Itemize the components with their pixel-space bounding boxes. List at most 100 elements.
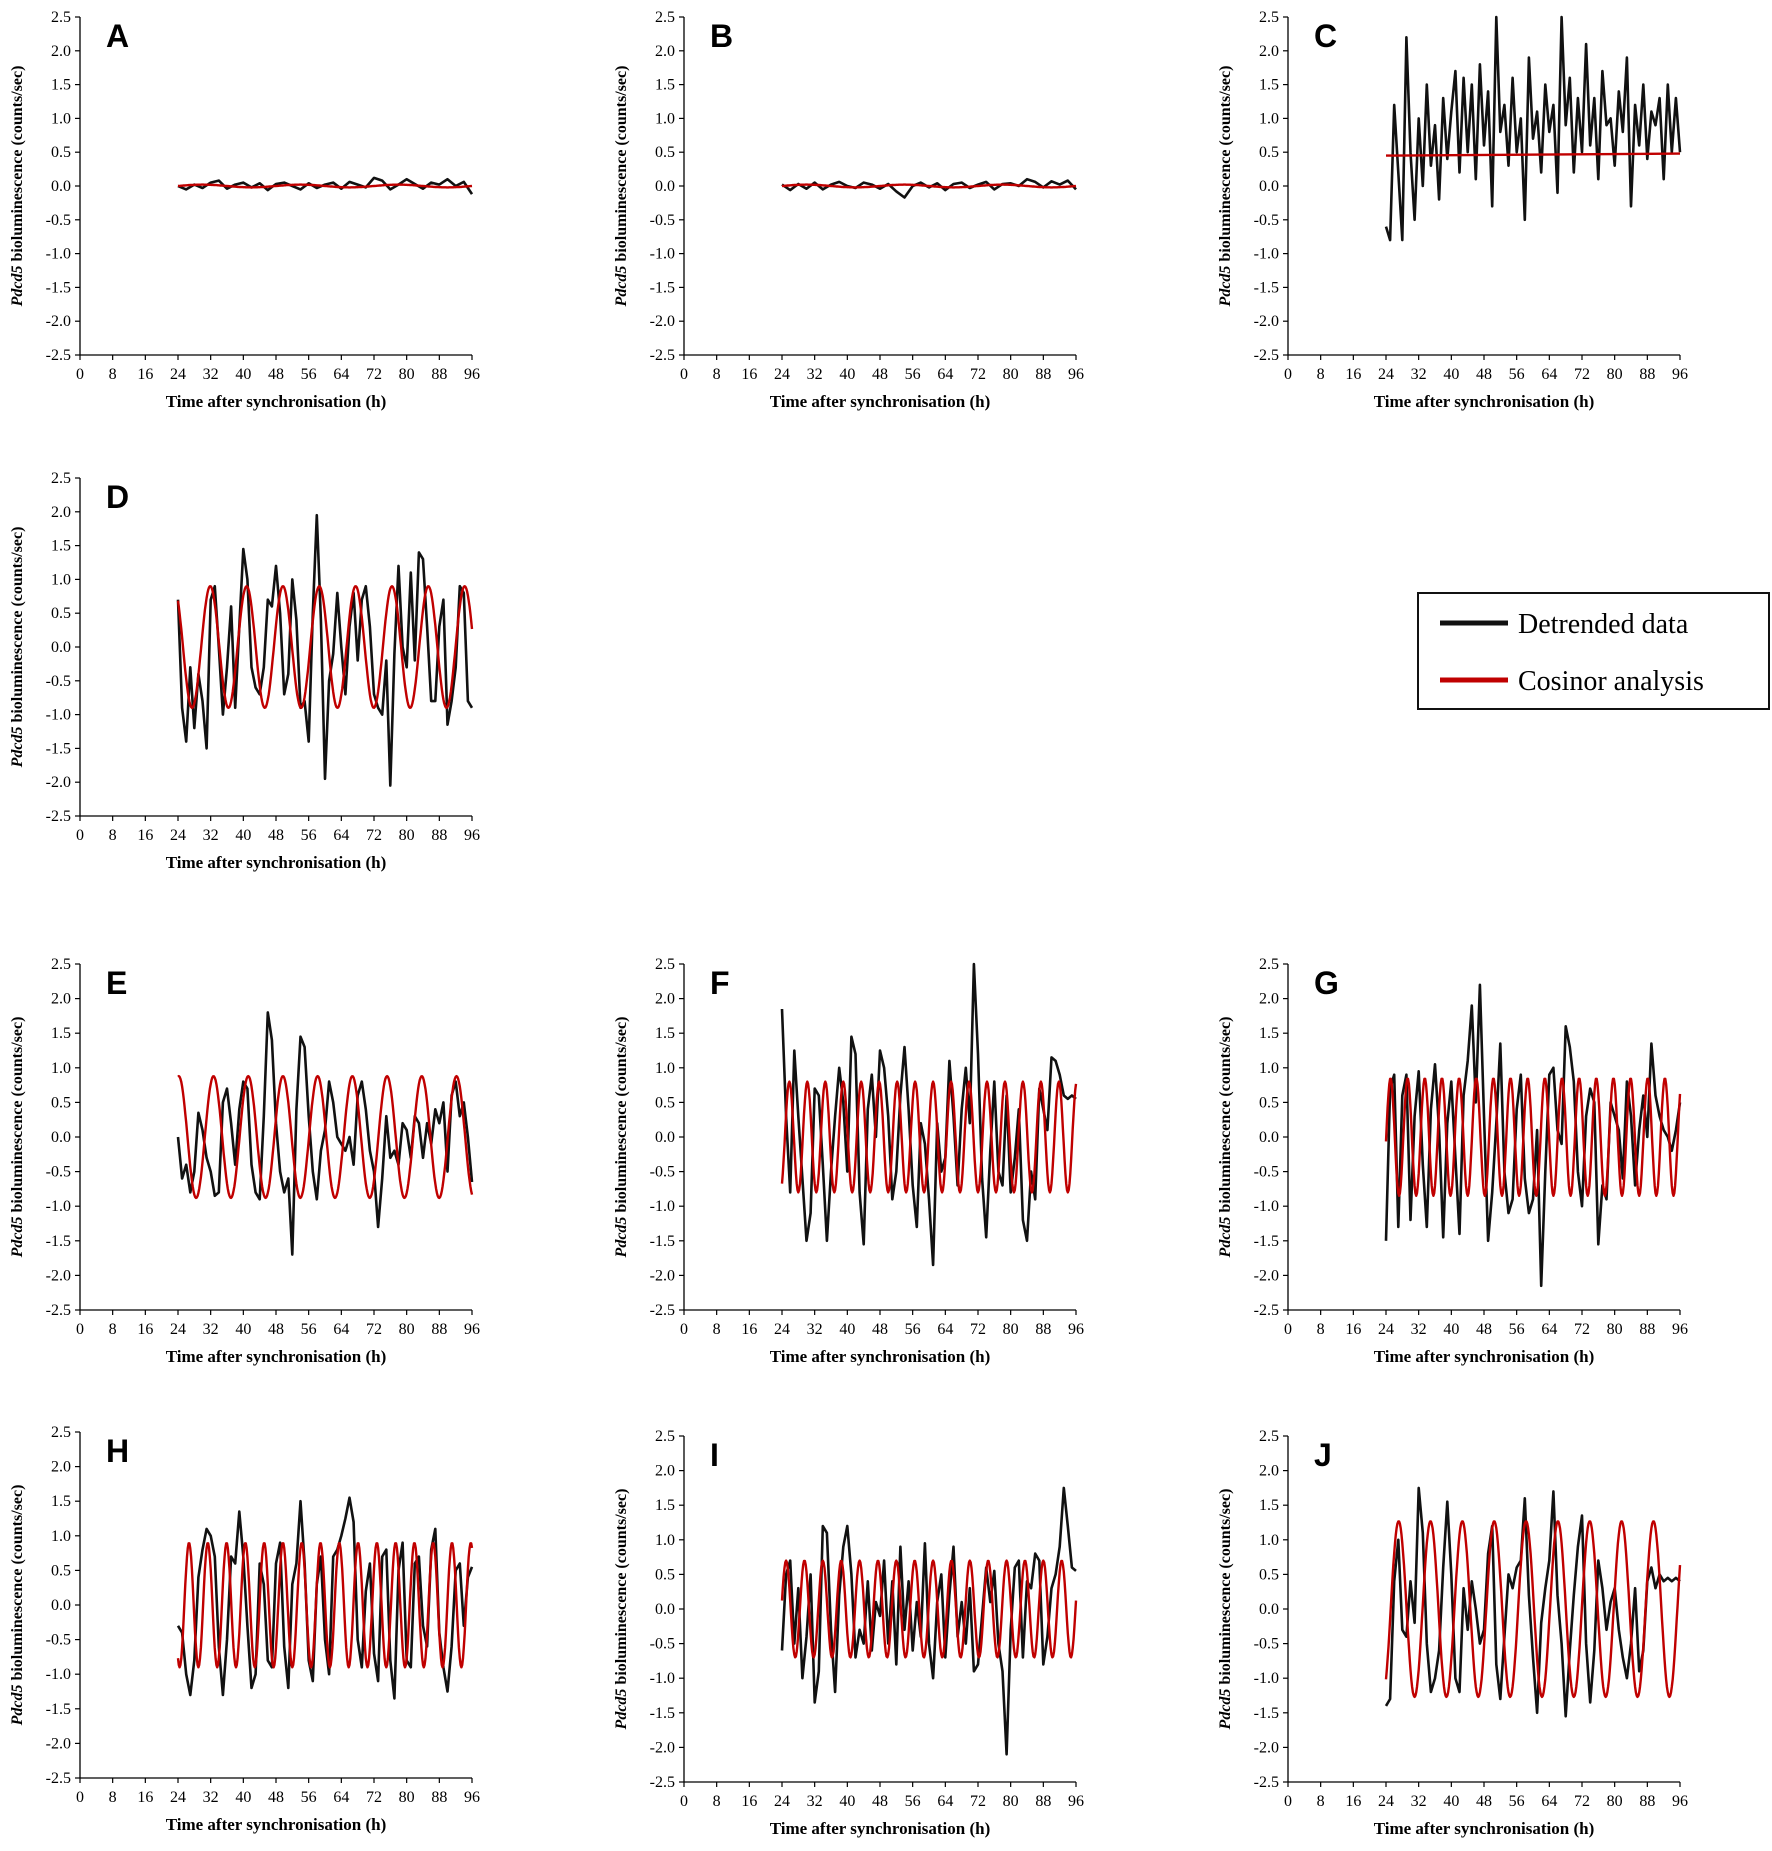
y-tick-label: 0.0 xyxy=(51,1129,71,1146)
x-tick-label: 16 xyxy=(1345,366,1361,383)
x-tick-label: 80 xyxy=(1003,1793,1019,1810)
y-tick-label: 1.0 xyxy=(51,1528,71,1545)
y-tick-label: 1.0 xyxy=(51,110,71,127)
x-tick-label: 32 xyxy=(203,1789,219,1806)
y-tick-label: 1.5 xyxy=(1259,1497,1279,1514)
x-tick-label: 48 xyxy=(1476,1321,1492,1338)
detrended-data-line xyxy=(1384,983,1682,1288)
x-tick-label: 8 xyxy=(1317,366,1325,383)
y-tick-label: 0.5 xyxy=(1259,1566,1279,1583)
y-tick-label: 2.0 xyxy=(1259,991,1279,1008)
y-tick-label: -2.0 xyxy=(46,313,71,330)
y-axis-label: Pdcd5 bioluminescence (counts/sec) xyxy=(613,66,630,308)
x-tick-label: 48 xyxy=(268,1789,284,1806)
x-tick-label: 24 xyxy=(774,366,790,383)
panel-label: D xyxy=(106,479,129,515)
panel-d: -2.5 -2.0 -1.5 -1.0 -0.5 0.0 0.5 1.0 1.5 2.0 2.5 0 8… xyxy=(9,470,480,872)
x-tick-label: 80 xyxy=(1607,366,1623,383)
y-tick-label: -0.5 xyxy=(1254,1164,1279,1181)
y-axis-label-gene: Pdcd5 xyxy=(1217,266,1234,308)
x-tick-label: 64 xyxy=(1541,1793,1557,1810)
y-tick-label: 1.5 xyxy=(655,1025,675,1042)
x-axis-label: Time after synchronisation (h) xyxy=(166,853,387,872)
y-tick-label: -0.5 xyxy=(1254,212,1279,229)
x-tick-label: 16 xyxy=(1345,1793,1361,1810)
x-tick-label: 0 xyxy=(76,1789,84,1806)
cosinor-fit-line xyxy=(177,1074,474,1200)
x-tick-label: 8 xyxy=(713,1793,721,1810)
x-tick-label: 80 xyxy=(1003,1321,1019,1338)
y-axis-label-gene: Pdcd5 xyxy=(613,1689,630,1731)
y-tick-label: -2.0 xyxy=(650,313,675,330)
y-tick-label: 0.0 xyxy=(1259,1601,1279,1618)
x-tick-label: 48 xyxy=(1476,366,1492,383)
x-tick-label: 24 xyxy=(1378,366,1394,383)
panel-c: -2.5 -2.0 -1.5 -1.0 -0.5 0.0 0.5 1.0 1.5 2.0 2.5 0 8… xyxy=(1217,9,1688,411)
x-tick-label: 56 xyxy=(1509,366,1525,383)
y-tick-label: -2.0 xyxy=(1254,313,1279,330)
y-tick-label: 2.0 xyxy=(655,991,675,1008)
y-axis-label-rest: bioluminescence (counts/sec) xyxy=(9,1485,26,1685)
panel-label: F xyxy=(710,965,730,1001)
x-tick-label: 0 xyxy=(680,1793,688,1810)
y-axis-label-rest: bioluminescence (counts/sec) xyxy=(9,527,26,727)
y-tick-label: -2.0 xyxy=(46,774,71,791)
y-tick-label: 0.0 xyxy=(655,1129,675,1146)
y-tick-label: -1.0 xyxy=(650,1198,675,1215)
x-tick-label: 32 xyxy=(1411,1793,1427,1810)
y-tick-label: 1.5 xyxy=(51,1493,71,1510)
y-tick-label: 2.0 xyxy=(1259,43,1279,60)
x-tick-label: 40 xyxy=(839,366,855,383)
y-tick-label: -1.5 xyxy=(46,740,71,757)
x-tick-label: 96 xyxy=(1672,1793,1688,1810)
x-tick-label: 48 xyxy=(268,366,284,383)
x-tick-label: 40 xyxy=(235,1321,251,1338)
y-tick-label: -1.0 xyxy=(1254,246,1279,263)
y-tick-label: 1.0 xyxy=(655,1060,675,1077)
y-tick-label: -1.0 xyxy=(46,1666,71,1683)
x-tick-label: 96 xyxy=(1068,1321,1084,1338)
x-axis-label: Time after synchronisation (h) xyxy=(166,1815,387,1834)
x-tick-label: 40 xyxy=(1443,366,1459,383)
y-tick-label: 1.5 xyxy=(51,1025,71,1042)
y-tick-label: -0.5 xyxy=(650,212,675,229)
x-tick-label: 16 xyxy=(137,1321,153,1338)
x-tick-label: 64 xyxy=(333,1321,349,1338)
y-tick-label: 1.5 xyxy=(1259,77,1279,94)
x-tick-label: 8 xyxy=(109,1321,117,1338)
y-axis-label: Pdcd5 bioluminescence (counts/sec) xyxy=(9,66,26,308)
x-tick-label: 8 xyxy=(1317,1793,1325,1810)
y-tick-label: -2.0 xyxy=(1254,1267,1279,1284)
panel-label: H xyxy=(106,1433,129,1469)
x-tick-label: 96 xyxy=(464,366,480,383)
detrended-data-line xyxy=(176,513,474,787)
x-tick-label: 64 xyxy=(937,1793,953,1810)
x-tick-label: 0 xyxy=(1284,1793,1292,1810)
x-axis-label: Time after synchronisation (h) xyxy=(770,1347,991,1366)
x-tick-label: 64 xyxy=(937,366,953,383)
x-tick-label: 40 xyxy=(235,827,251,844)
x-axis-label: Time after synchronisation (h) xyxy=(1374,392,1595,411)
panel-b: -2.5 -2.0 -1.5 -1.0 -0.5 0.0 0.5 1.0 1.5 2.0 2.5 0 8… xyxy=(613,9,1084,411)
y-tick-label: -2.5 xyxy=(650,347,675,364)
y-tick-label: 0.5 xyxy=(1259,1094,1279,1111)
y-tick-label: 2.5 xyxy=(1259,9,1279,26)
y-tick-label: -1.0 xyxy=(46,246,71,263)
y-tick-label: 0.5 xyxy=(655,1566,675,1583)
x-tick-label: 16 xyxy=(741,1793,757,1810)
x-tick-label: 56 xyxy=(905,1321,921,1338)
y-tick-label: 2.5 xyxy=(655,956,675,973)
x-tick-label: 0 xyxy=(76,1321,84,1338)
y-axis-label-rest: bioluminescence (counts/sec) xyxy=(613,66,630,266)
x-tick-label: 40 xyxy=(1443,1321,1459,1338)
x-tick-label: 64 xyxy=(1541,366,1557,383)
legend: Detrended data Cosinor analysis xyxy=(1417,592,1770,710)
y-tick-label: 0.5 xyxy=(1259,144,1279,161)
x-tick-label: 72 xyxy=(970,1793,986,1810)
x-tick-label: 56 xyxy=(301,827,317,844)
x-tick-label: 96 xyxy=(1672,1321,1688,1338)
panel-a: -2.5 -2.0 -1.5 -1.0 -0.5 0.0 0.5 1.0 1.5 2.0 2.5 0 8… xyxy=(9,9,480,411)
y-tick-label: -2.5 xyxy=(46,808,71,825)
y-tick-label: -2.5 xyxy=(46,1770,71,1787)
y-tick-label: 2.0 xyxy=(51,43,71,60)
